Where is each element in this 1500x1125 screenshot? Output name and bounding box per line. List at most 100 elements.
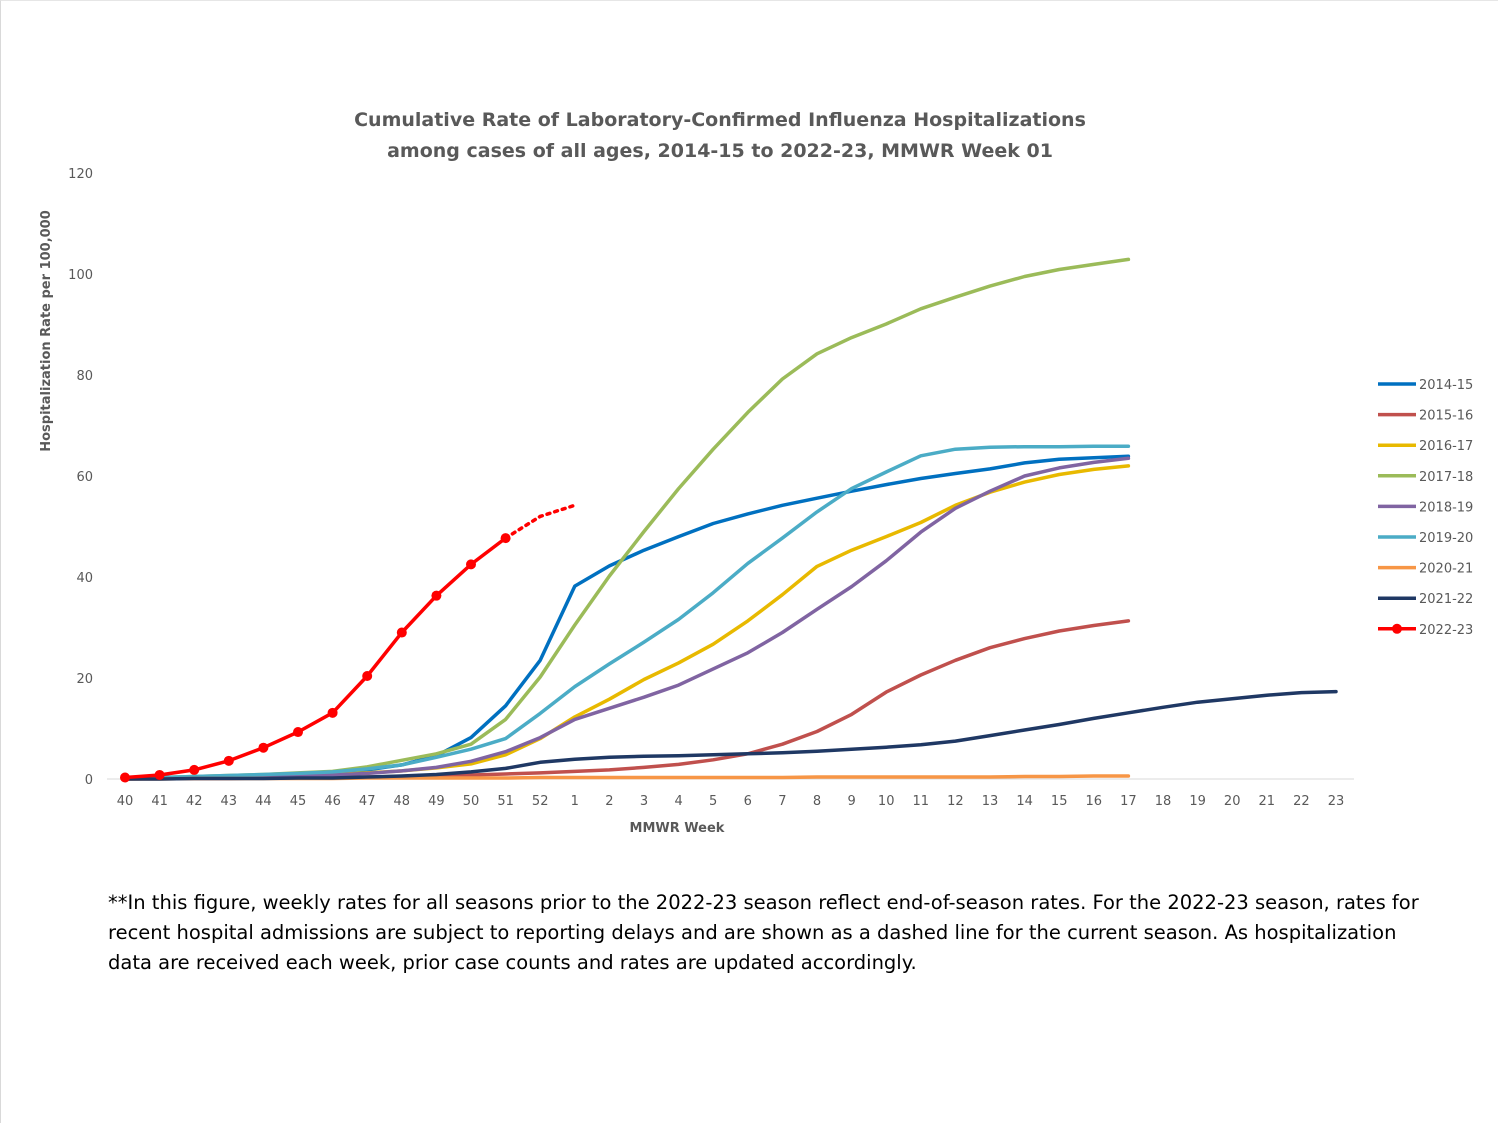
series-2019-20 [123,444,1131,780]
x-tick-label: 13 [982,794,999,809]
x-tick-label: 41 [151,794,168,809]
x-tick-label: 40 [117,794,134,809]
data-point [258,742,269,753]
x-tick-label: 45 [290,794,307,809]
data-point [189,764,200,775]
series-2014-15 [123,454,1131,781]
data-point [431,590,442,601]
data-point [154,769,165,780]
x-tick-label: 8 [813,794,821,809]
legend-label: 2017-18 [1419,470,1473,485]
legend-item: 2017-18 [1378,470,1473,485]
legend-label: 2022-23 [1419,623,1473,638]
legend-item: 2018-19 [1378,500,1473,515]
series-2021-22 [123,689,1338,781]
series-line [123,444,1131,780]
x-tick-label: 52 [532,794,549,809]
x-tick-label: 23 [1328,794,1345,809]
y-tick-label: 0 [85,773,93,788]
x-tick-label: 22 [1293,794,1310,809]
legend-label: 2021-22 [1419,592,1473,607]
x-tick-label: 5 [709,794,717,809]
series-2022-23 [120,503,577,783]
chart-subtitle: among cases of all ages, 2014-15 to 2022… [387,140,1053,162]
legend-label: 2016-17 [1419,439,1473,454]
data-point [327,707,338,718]
chart: Cumulative Rate of Laboratory-Confirmed … [39,109,1473,836]
legend-label: 2015-16 [1419,409,1473,424]
series-line [123,464,1131,781]
x-axis-ticks: 40 41 42 43 44 45 46 47 48 49 50 51 52 1 2 3 4 5 6 7 8 9 10 11 1… [117,794,1345,809]
series-2018-19 [123,456,1131,781]
data-point [396,627,407,638]
x-tick-label: 4 [674,794,682,809]
x-tick-label: 47 [359,794,376,809]
y-axis-ticks: 0 20 40 60 80 100 120 [68,167,93,788]
series-line [123,536,508,780]
x-tick-label: 17 [1120,794,1137,809]
legend: 2014-15 2015-16 2016-17 2017-18 2018-19 2019-… [1378,378,1473,638]
x-tick-label: 46 [324,794,341,809]
x-tick-label: 3 [640,794,648,809]
y-tick-label: 100 [68,268,93,283]
series-2016-17 [123,464,1131,781]
x-tick-label: 16 [1086,794,1103,809]
series-line [123,454,1131,781]
legend-item: 2015-16 [1378,409,1473,424]
x-tick-label: 19 [1189,794,1206,809]
y-tick-label: 40 [76,571,93,586]
legend-label: 2020-21 [1419,562,1473,577]
x-tick-label: 11 [913,794,930,809]
x-tick-label: 20 [1224,794,1241,809]
x-tick-label: 44 [255,794,272,809]
legend-item: 2021-22 [1378,592,1473,607]
x-tick-label: 15 [1051,794,1068,809]
series-2017-18 [123,257,1131,780]
legend-label: 2014-15 [1419,378,1473,393]
chart-title: Cumulative Rate of Laboratory-Confirmed … [354,109,1086,131]
x-tick-label: 21 [1259,794,1276,809]
data-point [500,533,511,544]
x-axis-title: MMWR Week [630,821,725,836]
legend-label: 2019-20 [1419,531,1473,546]
series-line [123,689,1338,781]
x-tick-label: 51 [497,794,514,809]
y-tick-label: 60 [76,470,93,485]
legend-label: 2018-19 [1419,500,1473,515]
x-tick-label: 2 [605,794,613,809]
data-point [466,559,476,570]
y-tick-label: 20 [76,672,93,687]
series-line [123,257,1131,780]
footnote: **In this figure, weekly rates for all s… [108,891,1419,974]
y-tick-label: 80 [76,369,93,384]
legend-item: 2016-17 [1378,439,1473,454]
x-tick-label: 9 [847,794,855,809]
x-tick-label: 14 [1016,794,1033,809]
data-point [120,772,130,783]
data-point [223,755,234,766]
y-axis-title: Hospitalization Rate per 100,000 [39,210,54,452]
x-tick-label: 10 [878,794,895,809]
legend-item: 2019-20 [1378,531,1473,546]
x-tick-label: 12 [947,794,964,809]
data-point [362,670,373,681]
data-point [293,727,303,738]
legend-item: 2022-23 [1378,623,1473,638]
legend-item: 2014-15 [1378,378,1473,393]
legend-marker [1392,623,1402,634]
x-tick-label: 50 [463,794,480,809]
x-tick-label: 7 [778,794,786,809]
legend-item: 2020-21 [1378,562,1473,577]
series-line [123,456,1131,781]
x-tick-label: 43 [221,794,238,809]
series-layer [120,257,1338,783]
x-tick-label: 48 [394,794,411,809]
series-dotted-extension [503,503,577,540]
x-tick-label: 6 [744,794,752,809]
x-tick-label: 42 [186,794,203,809]
y-tick-label: 120 [68,167,93,182]
x-tick-label: 1 [571,794,579,809]
x-tick-label: 49 [428,794,445,809]
x-tick-label: 18 [1155,794,1172,809]
